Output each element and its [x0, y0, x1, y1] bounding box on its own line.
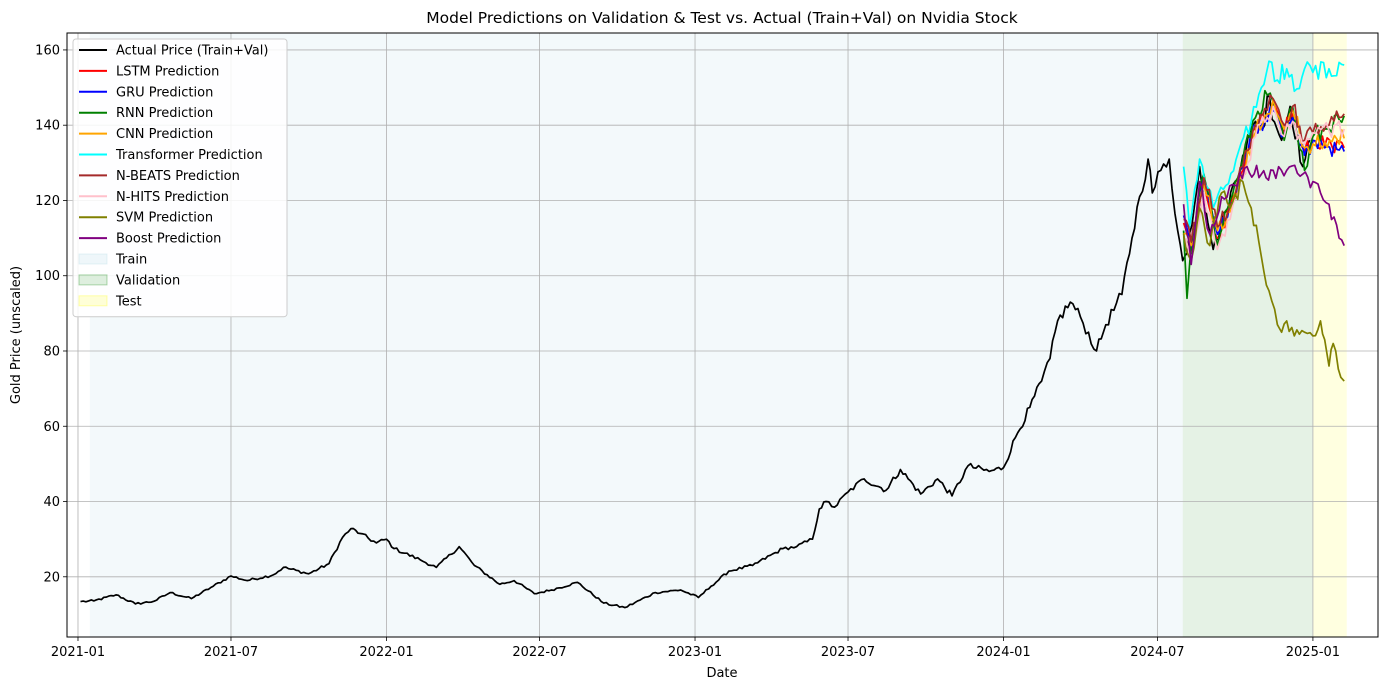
series-line-boost-prediction	[1182, 164, 1345, 266]
y-tick-label: 80	[43, 344, 60, 359]
y-axis: 20 40 60 80 100 120 140 160	[35, 43, 67, 585]
y-tick-label: 60	[43, 420, 60, 435]
legend-label: GRU Prediction	[116, 85, 213, 100]
y-axis-label: Gold Price (unscaled)	[9, 266, 24, 404]
y-tick-label: 40	[43, 495, 60, 510]
legend-label: CNN Prediction	[116, 127, 213, 142]
series-line-svm-prediction	[1182, 178, 1345, 382]
y-tick-label: 160	[35, 43, 60, 58]
legend-box	[72, 38, 288, 318]
legend-label: Train	[115, 253, 147, 268]
x-tick-label: 2024-01	[976, 645, 1030, 660]
y-tick-label: 120	[35, 194, 60, 209]
legend-label: Actual Price (Train+Val)	[116, 44, 268, 59]
plot-frame	[66, 32, 1379, 638]
chart-title: Model Predictions on Validation & Test v…	[426, 9, 1017, 27]
x-tick-label: 2023-07	[821, 645, 875, 660]
series-line-transformer-prediction	[1182, 60, 1345, 228]
legend-label: N-HITS Prediction	[116, 190, 229, 205]
legend-label: Test	[115, 294, 142, 309]
legend-label: Transformer Prediction	[115, 148, 263, 163]
y-tick-label: 100	[35, 269, 60, 284]
x-axis: 2021-01 2021-07 2022-01 2022-07 2023-01 2023-…	[51, 637, 1340, 660]
x-tick-label: 2025-01	[1286, 645, 1340, 660]
legend-swatch	[78, 274, 108, 286]
series-line-actual-price-train-val	[80, 94, 1314, 609]
series-lines	[80, 60, 1346, 609]
legend-swatch	[78, 295, 108, 307]
x-tick-label: 2021-01	[51, 645, 105, 660]
x-tick-label: 2021-07	[204, 645, 258, 660]
series-line-n-hits-prediction	[1183, 105, 1346, 262]
legend-label: N-BEATS Prediction	[116, 169, 240, 184]
x-tick-label: 2022-01	[359, 645, 413, 660]
legend-swatch	[78, 253, 108, 265]
legend-label: Boost Prediction	[116, 232, 221, 247]
legend-label: SVM Prediction	[116, 211, 213, 226]
x-axis-label: Date	[706, 666, 737, 681]
y-tick-label: 20	[43, 570, 60, 585]
x-tick-label: 2022-07	[512, 645, 566, 660]
legend: Actual Price (Train+Val) LSTM Prediction G…	[72, 38, 288, 318]
x-tick-label: 2024-07	[1130, 645, 1184, 660]
legend-label: LSTM Prediction	[116, 64, 219, 79]
legend-label: Validation	[116, 273, 180, 288]
y-tick-label: 140	[35, 119, 60, 134]
legend-label: RNN Prediction	[116, 106, 213, 121]
x-tick-label: 2023-01	[668, 645, 722, 660]
